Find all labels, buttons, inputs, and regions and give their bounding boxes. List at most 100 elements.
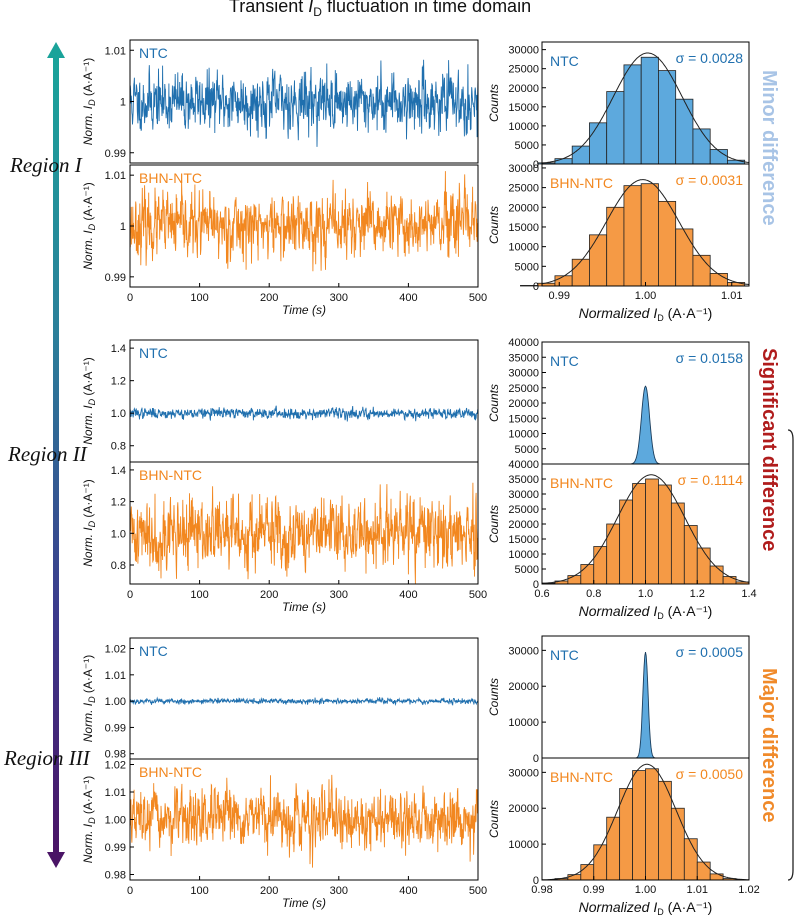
x-tick-label: 100	[190, 292, 208, 304]
y-tick-label: 1.01	[105, 45, 126, 57]
sigma-label: σ = 0.0005	[676, 644, 744, 660]
histogram-bar	[623, 185, 642, 287]
histogram-bar	[709, 149, 728, 165]
histogram-bar	[670, 807, 685, 881]
x-tick-label: 200	[260, 885, 278, 897]
histogram-bar	[658, 780, 672, 881]
histogram-bar	[580, 564, 595, 585]
difference-label-significant: Significant difference	[758, 348, 780, 551]
x-tick-label: 400	[399, 885, 417, 897]
y-tick-label: 1	[120, 97, 126, 109]
x-tick-label: 0	[127, 885, 133, 897]
y-tick-label: 0.99	[105, 842, 126, 854]
x-tick-label: 200	[260, 292, 278, 304]
y-axis-label: Counts	[487, 384, 501, 422]
y-tick-label: 40000	[508, 459, 539, 471]
arrow-up-head	[47, 42, 65, 58]
fit-curve	[542, 763, 750, 881]
time-trace-r2_bhn: 0.8 1.0 1.2 1.4 0 100 200 300 400 500 Time (s) BHN-…	[81, 461, 487, 614]
peak-shape	[542, 652, 749, 759]
charts-layer: 0.99 1 1.01 NTC Norm. ID (A·A⁻¹) 0.99 1 1.01 0 10…	[81, 39, 760, 917]
trace-line	[129, 405, 479, 422]
histogram-bar	[709, 273, 728, 287]
x-tick-label: 1.0	[638, 588, 653, 600]
x-tick-label: 1.00	[635, 884, 656, 896]
histogram-bar	[658, 70, 677, 165]
y-tick-label: 30000	[508, 45, 539, 57]
series-label: BHN-NTC	[139, 170, 202, 186]
y-tick-label: 0.8	[111, 441, 126, 453]
time-trace-r2_ntc: 0.8 1.0 1.2 1.4 NTC Norm. ID (A·A⁻¹)	[81, 339, 479, 463]
histogram-bar	[658, 484, 672, 585]
x-tick-label: 200	[260, 589, 278, 601]
fit-curve	[541, 474, 750, 584]
y-axis-label: Norm. ID (A·A⁻¹)	[81, 655, 97, 743]
y-tick-label: 1.00	[105, 696, 126, 708]
histogram-bar	[709, 873, 724, 881]
y-tick-label: 35000	[508, 474, 539, 486]
series-label: NTC	[550, 353, 579, 369]
x-axis-label: Time (s)	[282, 600, 326, 614]
histogram-bar	[696, 547, 711, 585]
time-trace-r3_bhn: 0.98 0.99 1.00 1.01 1.02 0 100 200 300 400 500 Time…	[81, 758, 487, 910]
histogram-bar	[675, 98, 694, 165]
y-tick-label: 10000	[508, 839, 539, 851]
y-axis-label: Counts	[487, 206, 501, 244]
histogram-bar	[658, 200, 677, 287]
y-tick-label: 1.01	[105, 670, 126, 682]
histogram-bar	[606, 206, 625, 287]
y-tick-label: 0.99	[105, 272, 126, 284]
x-tick-label: 0	[127, 292, 133, 304]
x-tick-label: 1.2	[690, 588, 705, 600]
y-tick-label: 5000	[515, 261, 539, 273]
y-tick-label: 25000	[508, 183, 539, 195]
y-tick-label: 1.00	[105, 815, 126, 827]
trace-line	[129, 774, 479, 868]
y-tick-label: 20000	[508, 83, 539, 95]
y-tick-label: 0	[533, 579, 539, 591]
histogram-bar	[727, 159, 746, 165]
y-axis-label: Norm. ID (A·A⁻¹)	[81, 479, 97, 567]
plot-frame	[129, 461, 479, 585]
series-label: NTC	[550, 647, 579, 663]
y-axis-label: Counts	[487, 84, 501, 122]
y-tick-label: 0.98	[105, 749, 126, 761]
x-tick-label: 400	[399, 589, 417, 601]
histogram-bar	[727, 282, 746, 287]
trace-line	[129, 59, 479, 147]
histogram-bar	[683, 525, 698, 585]
y-tick-label: 20000	[508, 398, 539, 410]
y-tick-label: 1.2	[111, 376, 126, 388]
y-tick-label: 30000	[508, 767, 539, 779]
series-label: BHN-NTC	[139, 467, 202, 483]
histogram-bar	[606, 523, 621, 585]
y-tick-label: 30000	[508, 645, 539, 657]
arrow-down-head	[47, 852, 65, 868]
y-tick-label: 30000	[508, 368, 539, 380]
histogram-bar	[571, 145, 590, 165]
histogram-bar	[593, 546, 608, 585]
histogram-bar	[619, 499, 633, 585]
x-tick-label: 100	[190, 589, 208, 601]
y-tick-label: 5000	[515, 140, 539, 152]
trace-line	[129, 482, 479, 585]
x-tick-label: 1.01	[721, 290, 742, 302]
y-axis-label: Norm. ID (A·A⁻¹)	[81, 58, 97, 146]
series-label: BHN-NTC	[550, 475, 613, 491]
x-tick-label: 100	[190, 885, 208, 897]
difference-label-minor: Minor difference	[758, 70, 780, 226]
histogram-bar	[640, 183, 659, 287]
histogram-bar	[623, 64, 642, 165]
y-tick-label: 15000	[508, 413, 539, 425]
series-label: BHN-NTC	[550, 175, 613, 191]
x-tick-label: 0.6	[534, 588, 549, 600]
x-tick-label: 500	[469, 589, 487, 601]
x-tick-label: 1.4	[741, 588, 756, 600]
series-label: BHN-NTC	[550, 769, 613, 785]
histogram-bar	[606, 91, 625, 165]
fit-curve	[541, 179, 750, 286]
y-tick-label: 25000	[508, 504, 539, 516]
x-axis-label: Time (s)	[282, 896, 326, 910]
series-label: NTC	[550, 53, 579, 69]
histogram-bar	[683, 838, 698, 881]
